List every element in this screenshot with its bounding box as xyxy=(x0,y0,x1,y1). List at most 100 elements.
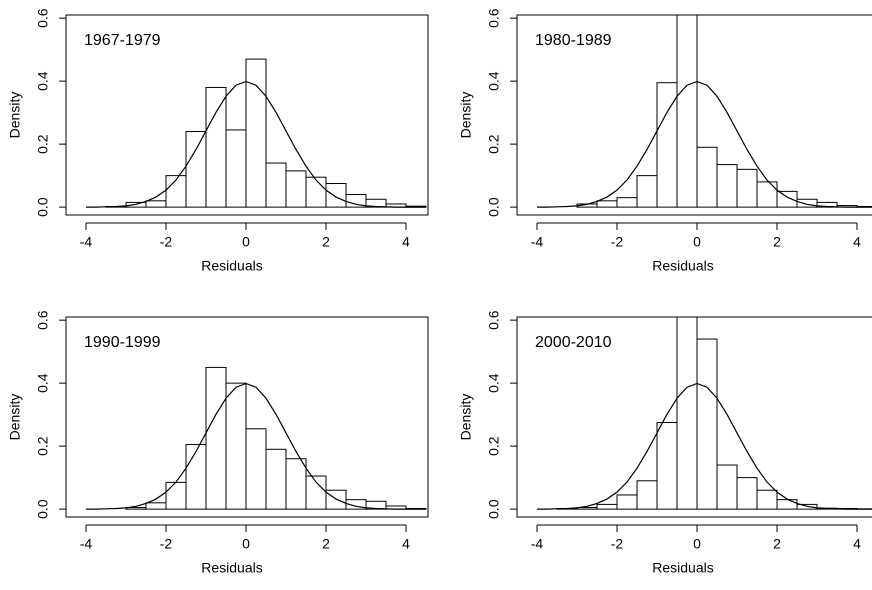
bar xyxy=(285,458,307,510)
y-tick-label: 0.0 xyxy=(486,197,502,217)
bar xyxy=(145,502,167,510)
y-tick-label: 0.2 xyxy=(486,436,502,456)
bar xyxy=(325,183,347,208)
bar xyxy=(656,422,678,510)
y-tick-label: 0.6 xyxy=(486,8,502,28)
x-tick-label: 4 xyxy=(853,234,861,250)
x-axis-label: Residuals xyxy=(652,560,713,576)
x-tick-label: -4 xyxy=(80,234,93,250)
plot-area xyxy=(537,317,872,510)
bar xyxy=(636,175,658,208)
bar xyxy=(776,190,798,208)
bar xyxy=(756,489,778,510)
bar xyxy=(205,366,227,510)
bar xyxy=(145,200,167,208)
bar xyxy=(165,481,187,510)
bar xyxy=(285,170,307,208)
y-tick-label: 0.4 xyxy=(486,71,502,91)
plot-area xyxy=(86,58,427,208)
y-tick-label: 0.0 xyxy=(35,499,51,519)
y-tick-label: 0.0 xyxy=(486,499,502,519)
bar xyxy=(225,382,247,510)
bar xyxy=(245,58,267,208)
panel-title: 1980-1989 xyxy=(535,32,612,49)
density-curve xyxy=(537,382,872,510)
bar xyxy=(756,181,778,208)
y-tick-label: 0.4 xyxy=(35,373,51,393)
bar xyxy=(616,197,638,208)
y-tick-label: 0.0 xyxy=(35,197,51,217)
y-tick-label: 0.2 xyxy=(486,134,502,154)
bar xyxy=(676,15,698,208)
bar xyxy=(225,129,247,208)
bar xyxy=(205,86,227,208)
bar xyxy=(365,500,387,510)
bar xyxy=(305,176,327,208)
x-axis-label: Residuals xyxy=(201,258,262,274)
x-axis-label: Residuals xyxy=(201,560,262,576)
plot-area xyxy=(86,366,427,510)
bar xyxy=(696,338,718,510)
x-tick-label: -2 xyxy=(611,234,624,250)
panel: 0.0 0.2 0.4 0.6 -4 -2 0 2 4 Residuals Density 1990-… xyxy=(7,310,429,576)
density-curve xyxy=(86,80,426,208)
panel-title: 1990-1999 xyxy=(84,334,161,351)
bar xyxy=(696,146,718,208)
y-tick-label: 0.4 xyxy=(486,373,502,393)
x-tick-label: 4 xyxy=(402,234,410,250)
x-tick-label: 2 xyxy=(322,234,330,250)
x-tick-label: 0 xyxy=(693,234,701,250)
x-tick-label: 4 xyxy=(853,536,861,552)
density-curve xyxy=(537,80,872,208)
bar xyxy=(816,201,838,208)
x-tick-label: -2 xyxy=(611,536,624,552)
x-tick-label: 0 xyxy=(242,234,250,250)
y-tick-label: 0.6 xyxy=(35,8,51,28)
bar xyxy=(736,477,758,510)
x-axis-label: Residuals xyxy=(652,258,713,274)
y-axis-label: Density xyxy=(7,394,23,441)
y-tick-label: 0.6 xyxy=(35,310,51,330)
y-axis-label: Density xyxy=(458,394,474,441)
bar xyxy=(596,503,618,510)
x-tick-label: 0 xyxy=(693,536,701,552)
x-tick-label: 2 xyxy=(773,234,781,250)
x-tick-label: -4 xyxy=(80,536,93,552)
y-tick-label: 0.6 xyxy=(486,310,502,330)
y-axis-label: Density xyxy=(458,92,474,139)
panel-title: 2000-2010 xyxy=(535,334,612,351)
y-tick-label: 0.2 xyxy=(35,134,51,154)
x-tick-label: 4 xyxy=(402,536,410,552)
bar xyxy=(265,162,287,208)
bar xyxy=(616,494,638,510)
y-tick-label: 0.2 xyxy=(35,436,51,456)
bar xyxy=(185,444,207,510)
panel-title: 1967-1979 xyxy=(84,32,161,49)
bar xyxy=(245,428,267,510)
x-tick-label: -4 xyxy=(531,536,544,552)
y-tick-label: 0.4 xyxy=(35,71,51,91)
density-curve xyxy=(86,382,426,510)
x-tick-label: -2 xyxy=(160,234,173,250)
x-tick-label: 2 xyxy=(322,536,330,552)
x-tick-label: -4 xyxy=(531,234,544,250)
bar xyxy=(596,200,618,208)
x-tick-label: 2 xyxy=(773,536,781,552)
bar xyxy=(365,198,387,208)
bar xyxy=(265,448,287,510)
bar xyxy=(776,499,798,510)
x-tick-label: -2 xyxy=(160,536,173,552)
y-axis-label: Density xyxy=(7,92,23,139)
panel: 0.0 0.2 0.4 0.6 -4 -2 0 2 4 Residuals Density 1980-… xyxy=(458,8,872,274)
panel: 0.0 0.2 0.4 0.6 -4 -2 0 2 4 Residuals Density 2000-… xyxy=(458,310,872,576)
plot-area xyxy=(537,15,872,208)
bar xyxy=(716,164,738,208)
bar xyxy=(736,168,758,208)
bar xyxy=(185,131,207,208)
panel: 0.0 0.2 0.4 0.6 -4 -2 0 2 4 Residuals Density 1967-… xyxy=(7,8,429,274)
bar xyxy=(636,480,658,510)
bar xyxy=(716,464,738,510)
x-tick-label: 0 xyxy=(242,536,250,552)
